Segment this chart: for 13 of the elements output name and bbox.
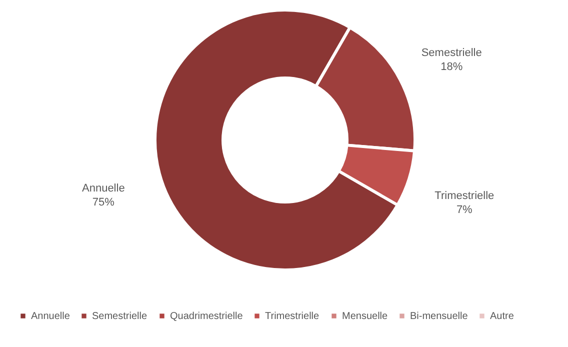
legend-label: Annuelle	[31, 311, 70, 322]
data-label: 18%	[440, 60, 463, 73]
legend-label: Mensuelle	[342, 311, 388, 322]
slice-label: Semestrielle	[421, 46, 482, 59]
legend-label: Bi-mensuelle	[410, 311, 468, 322]
data-label: 7%	[456, 204, 473, 216]
data-label: 75%	[92, 196, 115, 209]
legend-label: Trimestrielle	[265, 311, 320, 322]
slice-label: Trimestrielle	[434, 190, 494, 202]
legend-label: Semestrielle	[92, 311, 148, 322]
slice-label: Annuelle	[82, 182, 125, 195]
legend-label: Quadrimestrielle	[170, 311, 244, 322]
legend-label: Autre	[490, 311, 514, 322]
